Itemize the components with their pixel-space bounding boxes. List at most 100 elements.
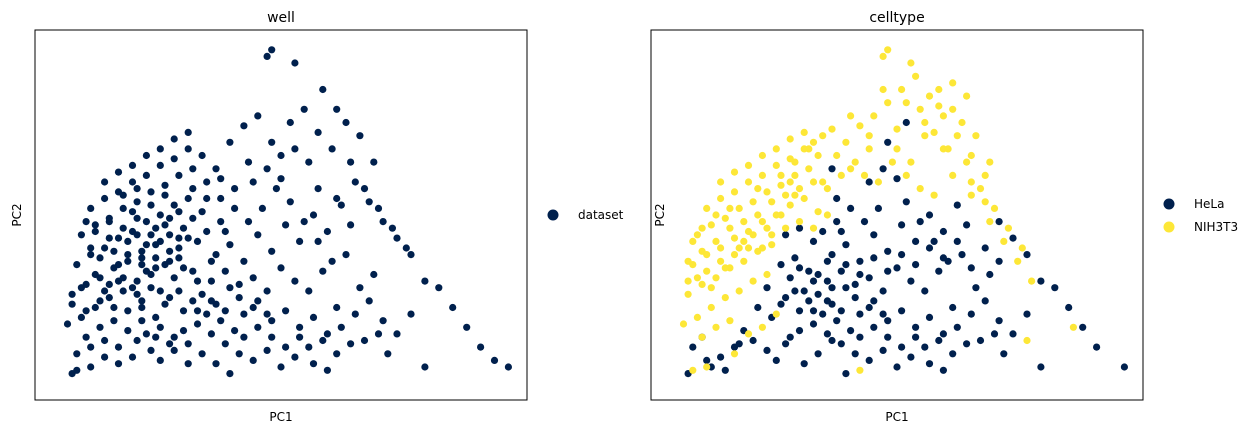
point-dataset xyxy=(421,363,429,371)
point-dataset xyxy=(161,181,169,189)
point-nih3t3 xyxy=(726,204,734,212)
point-nih3t3 xyxy=(777,211,785,219)
point-nih3t3 xyxy=(726,317,734,325)
point-hela xyxy=(814,290,822,298)
point-hela xyxy=(791,287,799,295)
point-hela xyxy=(898,343,906,351)
point-dataset xyxy=(203,310,211,318)
point-hela xyxy=(837,307,845,315)
point-dataset xyxy=(305,287,313,295)
point-hela xyxy=(912,323,920,331)
point-dataset xyxy=(184,194,192,203)
point-nih3t3 xyxy=(735,204,743,212)
point-nih3t3 xyxy=(707,221,715,229)
point-nih3t3 xyxy=(777,181,785,189)
point-nih3t3 xyxy=(856,366,864,374)
point-dataset xyxy=(147,231,155,239)
point-hela xyxy=(907,277,915,285)
point-hela xyxy=(953,201,961,209)
point-dataset xyxy=(347,158,355,166)
panel-celltype: celltype PC1 PC2 HeLa NIH3T3 xyxy=(650,10,1238,424)
point-dataset xyxy=(91,270,99,279)
point-dataset xyxy=(360,185,369,193)
point-hela xyxy=(809,277,818,285)
point-dataset xyxy=(105,234,113,242)
point-dataset xyxy=(133,198,141,206)
point-dataset xyxy=(105,280,113,288)
point-dataset xyxy=(319,336,327,345)
point-hela xyxy=(981,244,989,252)
point-dataset xyxy=(138,297,146,305)
point-hela xyxy=(986,270,994,279)
point-nih3t3 xyxy=(879,85,887,94)
point-nih3t3 xyxy=(847,112,855,120)
point-hela xyxy=(893,264,901,272)
point-dataset xyxy=(87,204,95,212)
point-hela xyxy=(884,138,892,146)
point-dataset xyxy=(184,145,192,153)
point-hela xyxy=(782,340,790,348)
point-dataset xyxy=(101,178,109,186)
point-nih3t3 xyxy=(949,171,957,179)
point-dataset xyxy=(156,237,164,245)
point-dataset xyxy=(124,327,132,335)
point-nih3t3 xyxy=(865,132,873,140)
point-hela xyxy=(925,244,934,252)
point-dataset xyxy=(179,327,188,335)
point-dataset xyxy=(254,323,262,331)
point-hela xyxy=(898,221,906,229)
point-dataset xyxy=(249,356,257,364)
point-dataset xyxy=(184,360,192,368)
point-dataset xyxy=(87,343,95,351)
point-dataset xyxy=(504,363,512,371)
point-dataset xyxy=(166,257,174,265)
point-hela xyxy=(963,221,971,229)
point-dataset xyxy=(212,251,220,259)
point-hela xyxy=(995,218,1003,226)
point-nih3t3 xyxy=(874,178,883,186)
point-nih3t3 xyxy=(958,118,966,127)
point-dataset xyxy=(152,333,160,341)
point-dataset xyxy=(258,204,266,212)
point-dataset xyxy=(96,297,104,305)
point-dataset xyxy=(407,310,415,318)
point-nih3t3 xyxy=(809,138,818,146)
point-dataset xyxy=(166,231,174,239)
point-nih3t3 xyxy=(851,158,859,166)
point-nih3t3 xyxy=(782,191,790,199)
point-nih3t3 xyxy=(726,224,734,232)
point-hela xyxy=(865,178,873,186)
point-hela xyxy=(823,330,832,338)
point-hela xyxy=(925,211,934,219)
point-dataset xyxy=(240,257,248,265)
point-nih3t3 xyxy=(744,161,753,169)
point-nih3t3 xyxy=(763,188,771,196)
point-dataset xyxy=(217,317,225,325)
point-hela xyxy=(912,261,920,269)
point-nih3t3 xyxy=(791,158,799,166)
point-dataset xyxy=(161,191,169,199)
point-hela xyxy=(1120,363,1128,371)
point-nih3t3 xyxy=(805,145,813,153)
point-dataset xyxy=(189,165,197,173)
point-hela xyxy=(805,297,813,305)
point-dataset xyxy=(249,303,257,312)
point-nih3t3 xyxy=(763,224,771,232)
point-nih3t3 xyxy=(772,310,780,318)
point-dataset xyxy=(133,231,141,239)
point-nih3t3 xyxy=(1069,323,1077,331)
point-hela xyxy=(828,284,836,292)
point-dataset xyxy=(268,333,276,341)
point-nih3t3 xyxy=(730,350,739,358)
point-hela xyxy=(939,254,948,262)
point-dataset xyxy=(217,218,225,226)
point-dataset xyxy=(128,161,137,169)
point-dataset xyxy=(128,284,137,292)
point-dataset xyxy=(152,254,160,262)
point-dataset xyxy=(138,317,146,325)
point-hela xyxy=(865,274,873,282)
point-dataset xyxy=(142,241,150,249)
point-dataset xyxy=(161,300,169,308)
point-dataset xyxy=(147,284,155,292)
